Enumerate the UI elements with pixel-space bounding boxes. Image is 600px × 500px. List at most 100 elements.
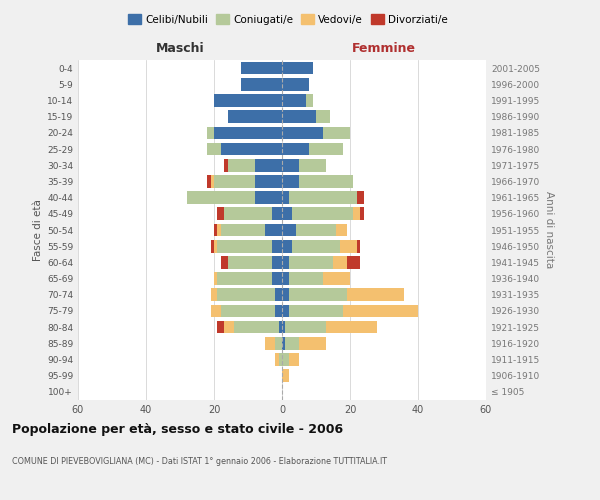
Bar xyxy=(217,321,224,334)
Bar xyxy=(241,78,282,90)
Bar xyxy=(221,256,227,268)
Bar xyxy=(282,78,309,90)
Bar xyxy=(282,126,323,139)
Bar xyxy=(275,337,282,349)
Text: COMUNE DI PIEVEBOVIGLIANA (MC) - Dati ISTAT 1° gennaio 2006 - Elaborazione TUTTI: COMUNE DI PIEVEBOVIGLIANA (MC) - Dati IS… xyxy=(12,458,387,466)
Bar xyxy=(207,142,221,156)
Bar xyxy=(278,353,282,366)
Bar xyxy=(217,224,221,236)
Bar xyxy=(282,304,289,318)
Bar xyxy=(211,175,214,188)
Bar xyxy=(333,256,347,268)
Text: Popolazione per età, sesso e stato civile - 2006: Popolazione per età, sesso e stato civil… xyxy=(12,422,343,436)
Bar xyxy=(340,240,357,252)
Bar xyxy=(275,304,282,318)
Bar xyxy=(360,208,364,220)
Bar xyxy=(299,337,326,349)
Bar xyxy=(282,208,292,220)
Bar xyxy=(278,321,282,334)
Bar xyxy=(306,94,313,107)
Bar xyxy=(343,304,418,318)
Bar xyxy=(347,256,360,268)
Bar xyxy=(272,208,282,220)
Bar xyxy=(187,192,255,204)
Bar xyxy=(289,192,357,204)
Bar xyxy=(221,142,282,156)
Bar xyxy=(224,159,227,172)
Bar xyxy=(282,240,292,252)
Bar xyxy=(289,353,299,366)
Bar xyxy=(207,126,214,139)
Bar xyxy=(255,175,282,188)
Bar xyxy=(323,126,350,139)
Bar xyxy=(282,110,316,123)
Y-axis label: Fasce di età: Fasce di età xyxy=(33,199,43,261)
Bar xyxy=(272,272,282,285)
Bar xyxy=(282,192,289,204)
Bar xyxy=(282,175,299,188)
Bar xyxy=(282,224,296,236)
Bar xyxy=(286,321,326,334)
Bar xyxy=(217,240,272,252)
Bar xyxy=(214,175,255,188)
Bar xyxy=(282,256,289,268)
Bar xyxy=(316,110,329,123)
Bar xyxy=(221,224,265,236)
Bar xyxy=(282,94,306,107)
Bar xyxy=(255,159,282,172)
Bar xyxy=(217,272,272,285)
Bar xyxy=(241,62,282,74)
Bar xyxy=(214,94,282,107)
Y-axis label: Anni di nascita: Anni di nascita xyxy=(544,192,554,268)
Bar xyxy=(296,224,337,236)
Bar xyxy=(211,240,214,252)
Bar xyxy=(272,240,282,252)
Bar xyxy=(227,159,255,172)
Bar xyxy=(282,337,286,349)
Bar xyxy=(275,353,278,366)
Bar xyxy=(265,224,282,236)
Bar xyxy=(214,240,217,252)
Bar xyxy=(326,321,377,334)
Bar xyxy=(289,288,347,301)
Bar xyxy=(224,321,235,334)
Bar xyxy=(289,304,343,318)
Bar xyxy=(282,272,289,285)
Bar xyxy=(347,288,404,301)
Bar xyxy=(207,175,211,188)
Text: Maschi: Maschi xyxy=(155,42,205,55)
Bar xyxy=(357,192,364,204)
Bar xyxy=(299,159,326,172)
Bar xyxy=(224,208,272,220)
Bar xyxy=(282,159,299,172)
Bar xyxy=(214,272,217,285)
Bar xyxy=(323,272,350,285)
Bar xyxy=(337,224,347,236)
Bar xyxy=(235,321,278,334)
Bar xyxy=(289,256,333,268)
Bar xyxy=(282,62,313,74)
Bar xyxy=(217,208,224,220)
Bar xyxy=(357,240,360,252)
Bar xyxy=(211,288,217,301)
Bar xyxy=(221,304,275,318)
Bar xyxy=(292,240,340,252)
Bar xyxy=(299,175,353,188)
Bar xyxy=(275,288,282,301)
Legend: Celibi/Nubili, Coniugati/e, Vedovi/e, Divorziati/e: Celibi/Nubili, Coniugati/e, Vedovi/e, Di… xyxy=(124,10,452,29)
Bar xyxy=(286,337,299,349)
Bar xyxy=(282,353,289,366)
Bar xyxy=(282,142,309,156)
Text: Femmine: Femmine xyxy=(352,42,416,55)
Bar xyxy=(289,272,323,285)
Bar xyxy=(265,337,275,349)
Bar xyxy=(309,142,343,156)
Bar xyxy=(217,288,275,301)
Bar xyxy=(282,321,286,334)
Bar xyxy=(282,370,289,382)
Bar xyxy=(214,224,217,236)
Bar xyxy=(282,288,289,301)
Bar xyxy=(227,110,282,123)
Bar xyxy=(211,304,221,318)
Bar xyxy=(255,192,282,204)
